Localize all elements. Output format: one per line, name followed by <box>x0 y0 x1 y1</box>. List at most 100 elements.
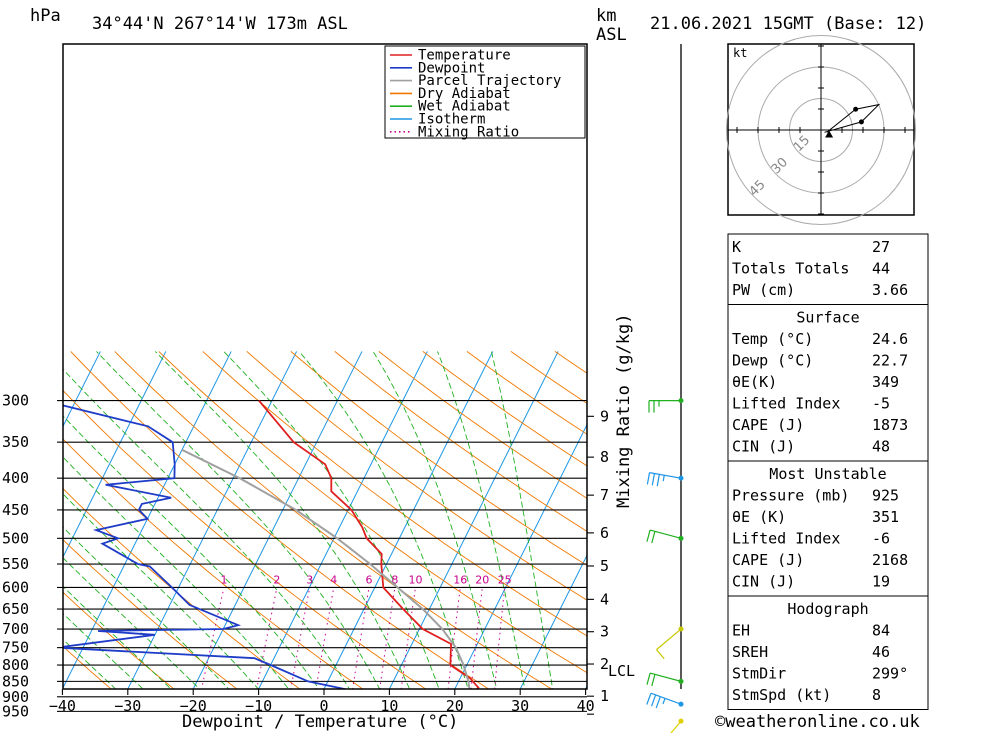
datetime-title: 21.06.2021 15GMT (Base: 12) <box>650 14 926 34</box>
wet-adiabat-line <box>63 557 201 689</box>
wet-adiabat-line <box>154 351 411 689</box>
wet-adiabat-line <box>63 612 144 689</box>
y-tick-label: 800 <box>2 656 29 674</box>
mixing-ratio-label: 1 <box>221 574 228 587</box>
mixing-ratio-line <box>290 587 311 689</box>
panel-row-label: Totals Totals <box>732 260 849 278</box>
panel-row-label: Dewp (°C) <box>732 352 813 370</box>
km-tick-label: 5 <box>600 557 609 575</box>
y-tick-label: 700 <box>2 620 29 638</box>
lcl-label: LCL <box>608 662 635 680</box>
mixing-ratio-label: 4 <box>330 574 337 587</box>
panel-row-label: Pressure (mb) <box>732 487 849 505</box>
dry-adiabat-line <box>378 351 587 499</box>
hodograph-unit-label: kt <box>733 46 747 60</box>
wind-barb-feather <box>651 531 656 544</box>
panel-row-label: Lifted Index <box>732 395 840 413</box>
wet-adiabat-line <box>96 351 381 689</box>
wet-adiabat-line <box>63 415 320 689</box>
wind-barb-feather <box>650 694 657 707</box>
panel-row-label: EH <box>732 622 750 640</box>
axes: 3003504004505005506006507007508008509009… <box>2 392 609 721</box>
km-tick-label: 7 <box>600 486 609 504</box>
isotherm-line <box>258 351 428 689</box>
mixing-ratio-labels: 1 2 3 4 6 8 10 16 20 25 <box>221 574 512 587</box>
legend-entry: Mixing Ratio <box>418 124 519 140</box>
panel-row-label: PW (cm) <box>732 281 795 299</box>
y-tick-label: 350 <box>2 433 29 451</box>
y-tick-label: 300 <box>2 392 29 410</box>
panel-row-value: 1873 <box>872 416 908 434</box>
panel-row-label: CIN (J) <box>732 438 795 456</box>
isotherm-line <box>63 351 101 428</box>
panel-row-label: CIN (J) <box>732 573 795 591</box>
dry-adiabat-line <box>334 351 587 532</box>
panel-row-value: 24.6 <box>872 330 908 348</box>
x-tick-label: −30 <box>114 697 141 715</box>
panel-row-value: 349 <box>872 373 899 391</box>
panel-row-value: 299° <box>872 665 908 683</box>
km-tick-label: 3 <box>600 623 609 641</box>
hodograph-panel <box>727 595 929 710</box>
hodograph-ring <box>726 35 916 225</box>
panel-row-label: StmSpd (kt) <box>732 686 831 704</box>
mixing-ratio-label: 8 <box>391 574 398 587</box>
km-tick-label: 9 <box>600 407 609 425</box>
surface-panel-title: Surface <box>796 309 859 327</box>
panel-row-label: θE (K) <box>732 508 786 526</box>
panel-row-label: θE(K) <box>732 373 777 391</box>
x-tick-label: −40 <box>49 697 76 715</box>
x-tick-label: 20 <box>446 697 464 715</box>
mixing-ratio-label: 20 <box>475 574 489 587</box>
legend-entry: Isotherm <box>418 112 485 128</box>
dry-adiabat-line <box>202 351 587 637</box>
x-tick-label: 40 <box>577 697 595 715</box>
wet-adiabat-line <box>63 585 172 689</box>
isotherm-line <box>63 351 167 559</box>
plot-frame <box>62 43 588 690</box>
dry-adiabat-line <box>290 351 587 566</box>
y-tick-label: 600 <box>2 579 29 597</box>
panel-row-value: 19 <box>872 573 890 591</box>
wind-barb-feather <box>662 475 665 482</box>
location-title: 34°44'N 267°14'W 173m ASL <box>92 14 348 34</box>
indices-panel <box>727 233 929 305</box>
mixing-ratio-label: 16 <box>453 574 467 587</box>
y-tick-label: 850 <box>2 672 29 690</box>
legend-entry: Dry Adiabat <box>418 86 511 102</box>
dry-adiabat-line <box>246 351 587 601</box>
wet-adiabat-line <box>63 456 290 689</box>
temperature-line <box>258 400 480 689</box>
mixing-ratio-label: 6 <box>366 574 373 587</box>
isotherm-line <box>192 351 363 689</box>
isotherm-line <box>63 351 232 689</box>
panel-row-value: 925 <box>872 487 899 505</box>
km-tick-label: 4 <box>600 590 609 608</box>
profiles <box>63 400 480 689</box>
panel-row-label: Temp (°C) <box>732 330 813 348</box>
isotherm-line <box>585 685 587 689</box>
legend-entry: Wet Adiabat <box>418 99 511 115</box>
mixing-ratio-line <box>201 587 225 689</box>
isotherm-line <box>127 351 298 689</box>
y-tick-label: 650 <box>2 600 29 618</box>
wind-barb-shaft <box>670 720 682 733</box>
hodograph-point <box>858 119 864 125</box>
wind-barb-feather <box>655 696 661 709</box>
wind-barb-feather <box>656 474 660 487</box>
surface-panel <box>727 304 929 462</box>
legend-box <box>384 45 586 139</box>
km-tick-label: 1 <box>600 687 609 705</box>
panel-row-label: SREH <box>732 643 768 661</box>
y-tick-label: 500 <box>2 529 29 547</box>
wet-adiabat-line <box>63 526 230 689</box>
hodograph-panel-title: Hodograph <box>787 600 868 618</box>
wind-barb-feather <box>656 649 665 660</box>
asl-unit-label: ASL <box>596 25 627 45</box>
wind-barb-feather <box>646 529 651 542</box>
parcel-trajectory-line <box>181 448 471 689</box>
wind-barb-feather <box>662 698 666 705</box>
km-tick-label: 8 <box>600 448 609 466</box>
